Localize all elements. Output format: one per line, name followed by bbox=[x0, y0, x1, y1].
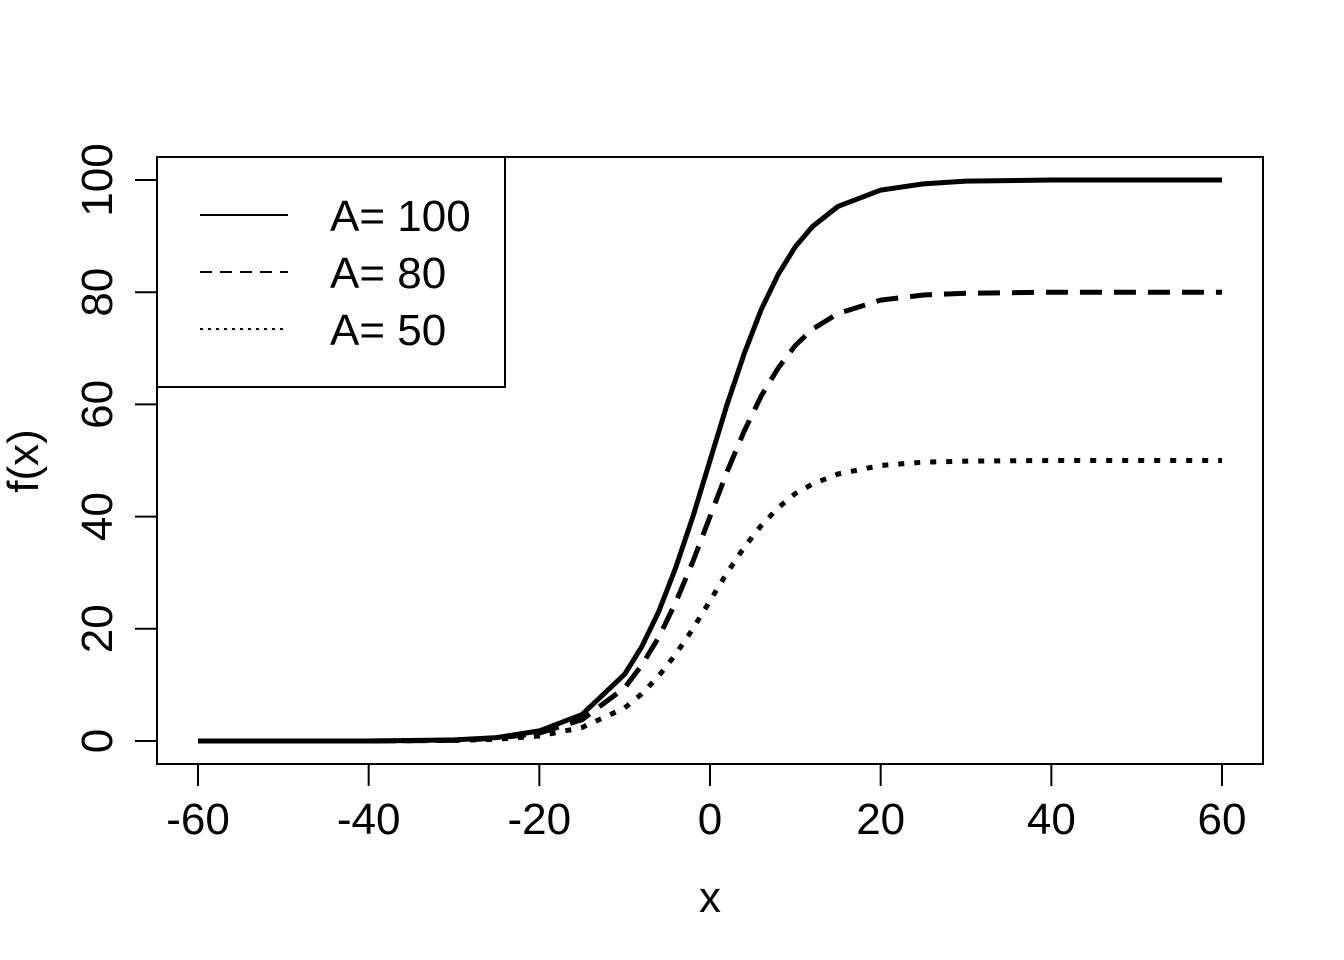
y-tick-label: 80 bbox=[73, 268, 122, 317]
y-axis-title: f(x) bbox=[0, 429, 48, 493]
y-tick-label: 0 bbox=[73, 729, 122, 753]
legend-label-2: A= 80 bbox=[330, 249, 446, 298]
x-tick-label: 20 bbox=[856, 795, 905, 844]
x-tick-label: -40 bbox=[337, 795, 401, 844]
legend-label-3: A= 50 bbox=[330, 306, 446, 355]
x-tick-label: -60 bbox=[166, 795, 230, 844]
y-tick-label: 60 bbox=[73, 380, 122, 429]
x-tick-label: 0 bbox=[698, 795, 722, 844]
series-layer bbox=[198, 177, 1222, 744]
x-tick-label: 40 bbox=[1027, 795, 1076, 844]
y-axis: 0 20 40 60 80 100 bbox=[73, 143, 158, 753]
y-tick-label: 20 bbox=[73, 604, 122, 653]
series-line-1 bbox=[198, 177, 1222, 744]
x-tick-label: 60 bbox=[1198, 795, 1247, 844]
x-axis-title: x bbox=[699, 873, 721, 922]
y-tick-label: 100 bbox=[73, 143, 122, 216]
legend-box bbox=[156, 156, 506, 388]
y-tick-label: 40 bbox=[73, 492, 122, 541]
x-axis: -60 -40 -20 0 20 40 60 bbox=[166, 763, 1247, 844]
legend: A= 100 A= 80 A= 50 bbox=[156, 156, 506, 388]
series-line-3 bbox=[198, 458, 1222, 744]
x-tick-label: -20 bbox=[508, 795, 572, 844]
series-line-2 bbox=[198, 289, 1222, 744]
legend-label-1: A= 100 bbox=[330, 192, 471, 241]
